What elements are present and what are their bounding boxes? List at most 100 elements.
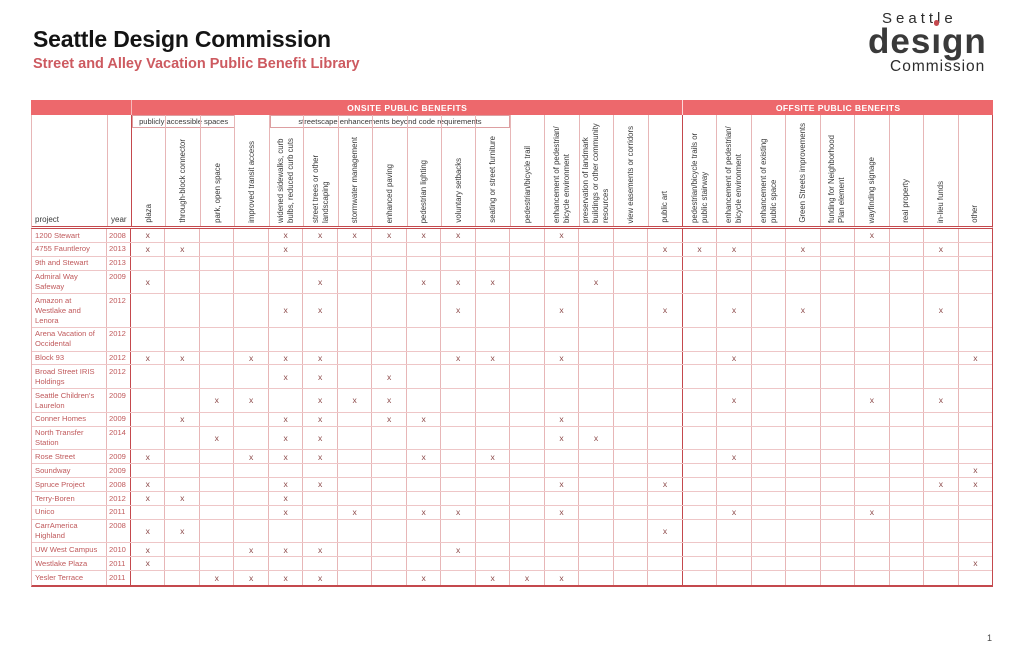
column-label: public art bbox=[660, 191, 670, 223]
benefit-cell bbox=[890, 389, 925, 412]
benefit-cell bbox=[338, 242, 373, 256]
table-row: Soundway 2009 x bbox=[32, 464, 992, 479]
benefit-cell bbox=[476, 543, 511, 557]
benefit-cell bbox=[338, 256, 373, 270]
benefit-cell bbox=[545, 543, 580, 557]
benefit-cell bbox=[752, 571, 787, 585]
benefit-cell bbox=[441, 492, 476, 505]
benefit-cell-marked: x bbox=[131, 492, 166, 505]
sdc-logo: Seattle design Commission bbox=[866, 10, 998, 76]
benefit-matrix-table: ONSITE PUBLIC BENEFITS OFFSITE PUBLIC BE… bbox=[31, 100, 993, 587]
benefit-cell bbox=[372, 519, 407, 543]
benefit-cell bbox=[579, 478, 614, 492]
benefit-cell-marked: x bbox=[717, 294, 752, 327]
benefit-cell bbox=[234, 505, 269, 519]
column-label: pedestrian/bicycle trails or public stai… bbox=[689, 132, 709, 223]
benefit-cell-marked: x bbox=[441, 543, 476, 557]
column-label: plaza bbox=[143, 204, 153, 223]
logo-design-text: design bbox=[868, 24, 998, 59]
benefit-cell bbox=[545, 492, 580, 505]
benefit-cell-marked: x bbox=[303, 571, 338, 585]
benefit-cell bbox=[303, 464, 338, 478]
benefit-cell bbox=[786, 365, 821, 389]
benefit-cell bbox=[303, 492, 338, 505]
year-cell: 2011 bbox=[107, 557, 131, 571]
benefit-cell-marked: x bbox=[131, 270, 166, 294]
benefit-cell bbox=[752, 478, 787, 492]
benefit-cell bbox=[407, 543, 442, 557]
benefit-cell bbox=[821, 557, 856, 571]
benefit-cell bbox=[510, 478, 545, 492]
benefit-cell bbox=[924, 229, 959, 242]
benefit-cell bbox=[510, 327, 545, 351]
benefit-cell bbox=[786, 351, 821, 365]
benefit-cell bbox=[959, 520, 992, 543]
benefit-cell bbox=[545, 365, 580, 389]
group-header: publicly accessible spaces bbox=[132, 115, 236, 128]
benefit-cell-marked: x bbox=[234, 543, 269, 557]
table-row: Admiral Way Safeway 2009 x x x x x x bbox=[32, 270, 992, 295]
benefit-cell bbox=[407, 365, 442, 389]
benefit-cell bbox=[200, 412, 235, 426]
benefit-cell bbox=[786, 505, 821, 519]
benefit-cell bbox=[441, 478, 476, 492]
benefit-cell-marked: x bbox=[269, 365, 304, 389]
benefit-cell bbox=[681, 294, 718, 327]
benefit-cell-marked: x bbox=[476, 270, 511, 294]
project-cell: Rose Street bbox=[32, 450, 107, 464]
benefit-cell bbox=[752, 464, 787, 478]
benefit-cell bbox=[372, 426, 407, 450]
column-header-21: funding for Neighborhood Plan element bbox=[821, 115, 856, 226]
benefit-cell bbox=[372, 242, 407, 256]
benefit-cell bbox=[200, 256, 235, 270]
column-header-8: enhanced paving bbox=[373, 115, 408, 226]
benefit-cell bbox=[614, 519, 649, 543]
benefit-cell bbox=[959, 427, 992, 450]
project-cell: Seattle Children's Laurelon bbox=[32, 389, 107, 412]
benefit-cell bbox=[614, 557, 649, 571]
benefit-cell-marked: x bbox=[165, 492, 200, 505]
benefit-cell bbox=[648, 351, 683, 365]
benefit-cell-marked: x bbox=[717, 351, 752, 365]
benefit-cell bbox=[338, 492, 373, 505]
benefit-cell bbox=[579, 327, 614, 351]
benefit-cell bbox=[234, 229, 269, 242]
column-header-15: view easements or corridors bbox=[614, 115, 649, 226]
benefit-cell bbox=[510, 412, 545, 426]
benefit-cell bbox=[510, 505, 545, 519]
benefit-cell-marked: x bbox=[269, 450, 304, 464]
benefit-cell bbox=[234, 365, 269, 389]
benefit-cell-marked: x bbox=[717, 505, 752, 519]
benefit-cell bbox=[200, 464, 235, 478]
benefit-cell bbox=[165, 543, 200, 557]
benefit-cell bbox=[648, 464, 683, 478]
benefit-cell bbox=[821, 450, 856, 464]
benefit-cell bbox=[338, 294, 373, 327]
benefit-cell bbox=[269, 389, 304, 412]
column-header-20: Green Streets improvements bbox=[786, 115, 821, 226]
benefit-cell bbox=[681, 229, 718, 242]
column-header-9: pedestrian lighting bbox=[408, 115, 442, 226]
page-title: Seattle Design Commission bbox=[33, 26, 331, 52]
benefit-cell bbox=[303, 242, 338, 256]
benefit-cell-marked: x bbox=[717, 389, 752, 412]
logo-design-pre: des bbox=[868, 22, 932, 61]
benefit-cell bbox=[786, 571, 821, 585]
benefit-cell bbox=[234, 492, 269, 505]
benefit-cell bbox=[476, 464, 511, 478]
benefit-cell bbox=[338, 351, 373, 365]
table-row: Unico 2011 x x x x x x x bbox=[32, 505, 992, 520]
year-cell: 2012 bbox=[107, 327, 131, 351]
benefit-cell bbox=[165, 270, 200, 294]
benefit-cell bbox=[959, 389, 992, 412]
benefit-cell bbox=[200, 270, 235, 294]
page-number: 1 bbox=[986, 633, 992, 643]
benefit-cell bbox=[855, 256, 890, 270]
benefit-cell-marked: x bbox=[338, 389, 373, 412]
benefit-cell bbox=[579, 519, 614, 543]
project-cell: 9th and Stewart bbox=[32, 256, 107, 270]
benefit-cell bbox=[579, 242, 614, 256]
benefit-cell bbox=[924, 557, 959, 571]
benefit-cell bbox=[614, 492, 649, 505]
